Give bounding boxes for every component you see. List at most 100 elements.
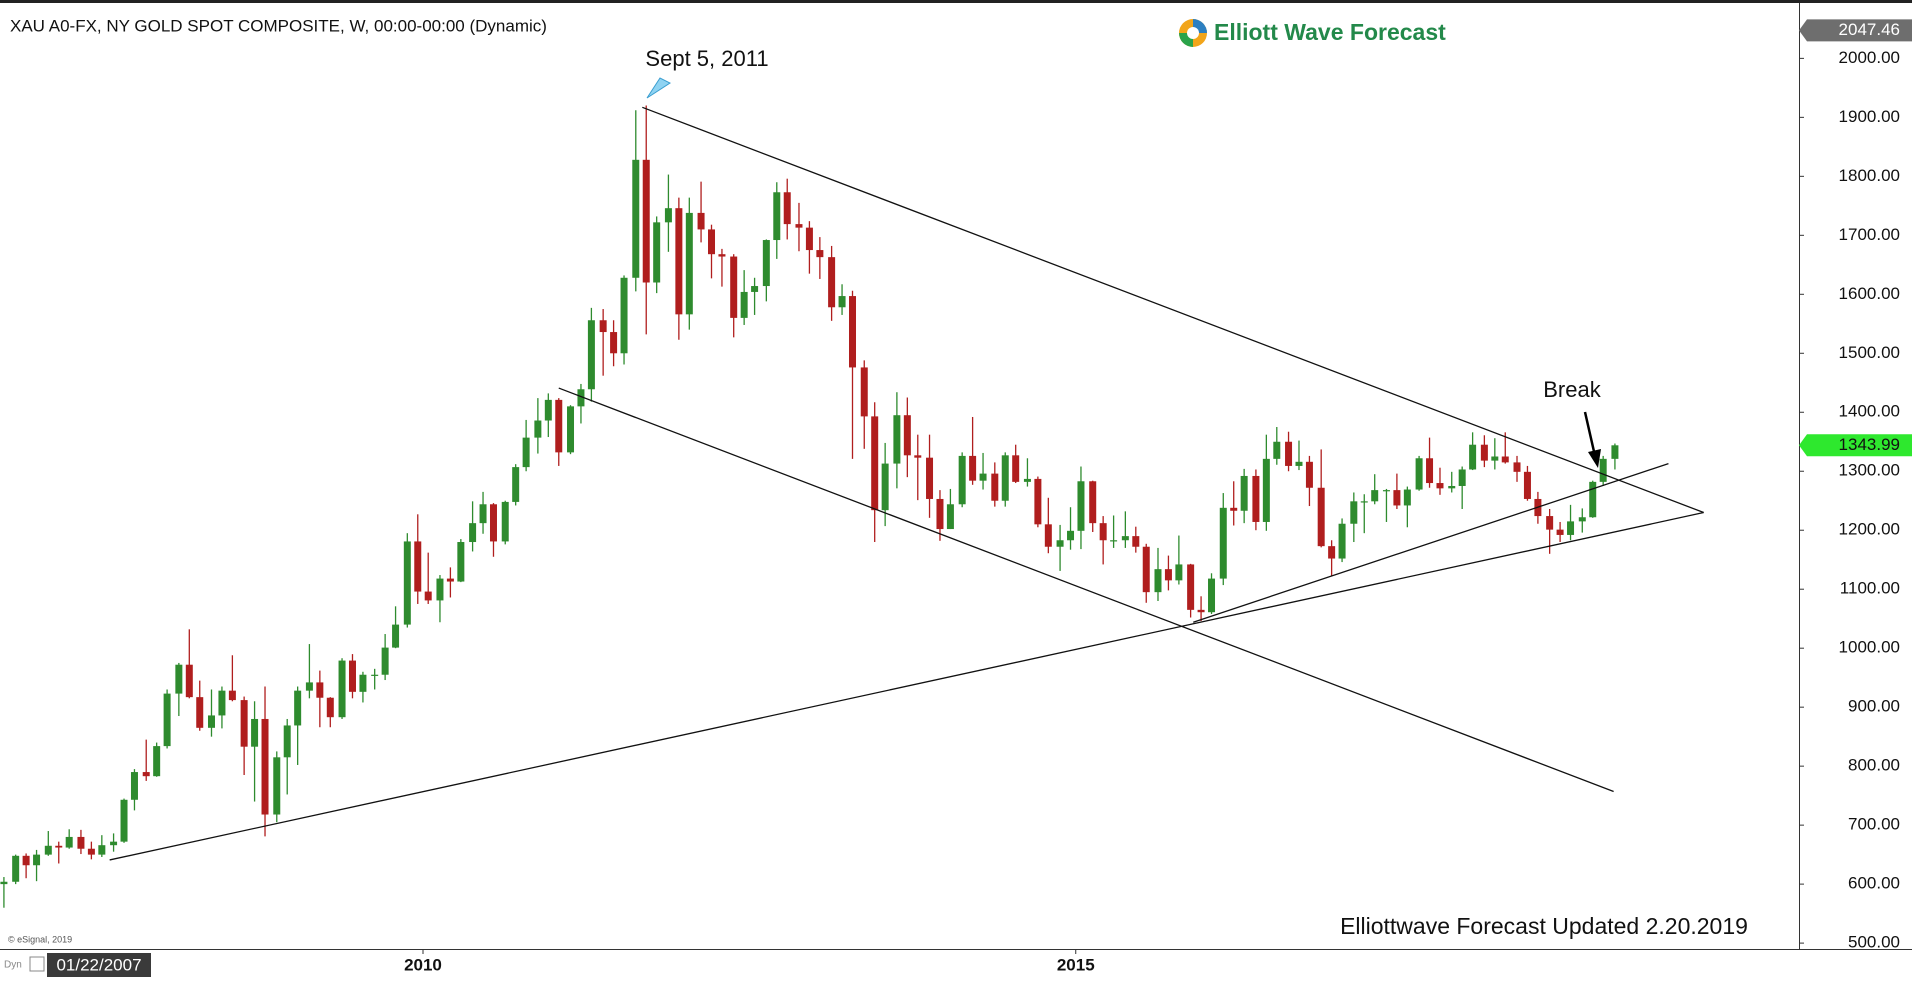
- candle-body: [926, 457, 934, 499]
- price-label-box: [1799, 434, 1912, 457]
- candle-body: [185, 664, 193, 698]
- candle-body: [163, 693, 171, 747]
- x-tick-label: 2015: [1057, 955, 1095, 974]
- candle-body: [1469, 444, 1477, 470]
- candle-body: [903, 415, 911, 456]
- candle-body: [1056, 540, 1064, 547]
- candle-body: [577, 389, 585, 407]
- candle-body: [424, 591, 432, 601]
- price-label: 1343.99: [1839, 435, 1900, 454]
- candle-body: [305, 682, 313, 691]
- candle-body: [283, 725, 291, 758]
- candle-body: [1436, 483, 1444, 489]
- candle-body: [381, 647, 389, 675]
- candle-body: [1480, 444, 1488, 461]
- candle-body: [338, 660, 346, 718]
- candle-body: [1252, 475, 1260, 522]
- arrow-shaft: [1583, 411, 1597, 457]
- candle-body: [751, 286, 759, 292]
- y-tick-label: 800.00: [1848, 756, 1900, 775]
- price-label: 2047.46: [1839, 20, 1900, 39]
- candle-body: [893, 415, 901, 464]
- candle-body: [436, 578, 444, 601]
- candle-body: [642, 159, 650, 283]
- candle-body: [620, 277, 628, 354]
- break-arrow: [1583, 411, 1601, 468]
- candle-body: [718, 254, 726, 257]
- peak-marker: [646, 77, 672, 99]
- candle-body: [44, 845, 52, 855]
- candle-body: [240, 700, 248, 747]
- candle-body: [1187, 564, 1195, 610]
- candle-body: [1240, 475, 1248, 511]
- candle-body: [816, 250, 824, 258]
- candle-body: [1230, 507, 1238, 511]
- candle-body: [348, 660, 356, 692]
- candle-body: [914, 455, 922, 458]
- candle-body: [414, 541, 422, 592]
- candle-body: [1371, 490, 1379, 502]
- y-tick-label: 500.00: [1848, 933, 1900, 952]
- candle-body: [316, 682, 324, 698]
- plot-area: [0, 105, 1619, 908]
- candle-body: [958, 455, 966, 505]
- candle-body: [153, 746, 161, 777]
- candle-body: [1403, 489, 1411, 506]
- arrow-head: [1588, 449, 1601, 468]
- y-tick-label: 1400.00: [1839, 402, 1900, 421]
- candle-body: [0, 881, 8, 885]
- mode-label: Dyn: [4, 960, 22, 971]
- candle-body: [828, 257, 836, 308]
- candle-body: [469, 523, 477, 543]
- candle-body: [1077, 481, 1085, 531]
- candle-body: [1578, 517, 1586, 522]
- candle-body: [65, 836, 73, 848]
- candle-body: [1448, 485, 1456, 489]
- y-tick-label: 1700.00: [1839, 225, 1900, 244]
- trendline: [642, 106, 1704, 514]
- copyright: © eSignal, 2019: [8, 934, 72, 944]
- candle-body: [979, 473, 987, 481]
- candle-body: [120, 799, 128, 842]
- candle-body: [251, 718, 259, 747]
- candle-body: [697, 212, 705, 230]
- candle-body: [795, 224, 803, 228]
- candle-body: [359, 674, 367, 692]
- candle-body: [1067, 530, 1075, 541]
- candle-body: [1023, 478, 1031, 482]
- candle-body: [228, 690, 236, 701]
- candle-body: [1589, 481, 1597, 518]
- candle-body: [567, 406, 575, 453]
- candle-body: [838, 296, 846, 308]
- cursor-date-box: [47, 953, 151, 977]
- candle-body: [1154, 569, 1162, 593]
- y-tick-label: 1300.00: [1839, 461, 1900, 480]
- candle-body: [675, 208, 683, 315]
- candle-body: [762, 240, 770, 287]
- y-tick-label: 1200.00: [1839, 520, 1900, 539]
- candle-body: [371, 674, 379, 676]
- candle-body: [326, 697, 334, 718]
- brand-name: Elliott Wave Forecast: [1214, 19, 1446, 45]
- candle-body: [110, 841, 118, 846]
- candle-body: [1175, 564, 1183, 581]
- candle-body: [730, 256, 738, 318]
- candle-body: [1110, 540, 1118, 542]
- candle-body: [403, 541, 411, 625]
- candle-body: [457, 542, 465, 582]
- price-label-box: [1799, 19, 1912, 42]
- candle-body: [805, 227, 813, 251]
- candle-body: [1556, 529, 1564, 535]
- candle-body: [1285, 441, 1293, 466]
- logo-center: [1187, 27, 1199, 39]
- candle-body: [218, 690, 226, 716]
- mode-icon: [29, 956, 45, 972]
- candle-body: [1328, 546, 1336, 559]
- candle-body: [1142, 546, 1150, 593]
- y-tick-label: 1000.00: [1839, 638, 1900, 657]
- candle-body: [273, 757, 281, 815]
- candle-body: [1426, 458, 1434, 484]
